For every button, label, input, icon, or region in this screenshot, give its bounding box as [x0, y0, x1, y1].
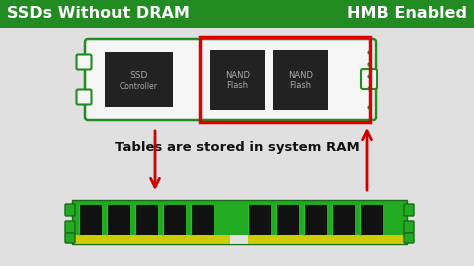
Bar [200, 37, 370, 122]
FancyBboxPatch shape [85, 39, 376, 120]
FancyBboxPatch shape [404, 233, 414, 243]
Bar [80, 205, 102, 235]
FancyBboxPatch shape [361, 69, 377, 89]
Bar [333, 205, 355, 235]
Bar [249, 205, 271, 235]
FancyBboxPatch shape [76, 55, 91, 69]
Bar [72, 200, 407, 244]
Text: HMB Enabled: HMB Enabled [347, 6, 467, 22]
Bar [361, 205, 383, 235]
Bar [72, 200, 407, 244]
FancyBboxPatch shape [404, 221, 414, 233]
Text: Controller: Controller [120, 82, 158, 91]
FancyBboxPatch shape [65, 221, 75, 233]
Bar [164, 205, 186, 235]
Text: SSD: SSD [130, 71, 148, 80]
Bar [305, 205, 327, 235]
Text: SSDs Without DRAM: SSDs Without DRAM [7, 6, 190, 22]
Bar [210, 50, 265, 110]
FancyBboxPatch shape [76, 89, 91, 105]
Bar [192, 205, 214, 235]
Bar [277, 205, 299, 235]
Bar [230, 235, 248, 244]
Bar [105, 52, 173, 107]
Bar [108, 205, 130, 235]
FancyBboxPatch shape [65, 233, 75, 243]
Text: Flash: Flash [227, 81, 248, 90]
Bar [74, 235, 405, 244]
FancyBboxPatch shape [404, 204, 414, 216]
Text: NAND: NAND [288, 70, 313, 80]
Text: Flash: Flash [290, 81, 311, 90]
Bar [0, 0, 474, 28]
FancyBboxPatch shape [65, 204, 75, 216]
Bar [136, 205, 158, 235]
Text: Tables are stored in system RAM: Tables are stored in system RAM [115, 142, 359, 155]
Text: NAND: NAND [225, 70, 250, 80]
Bar [273, 50, 328, 110]
